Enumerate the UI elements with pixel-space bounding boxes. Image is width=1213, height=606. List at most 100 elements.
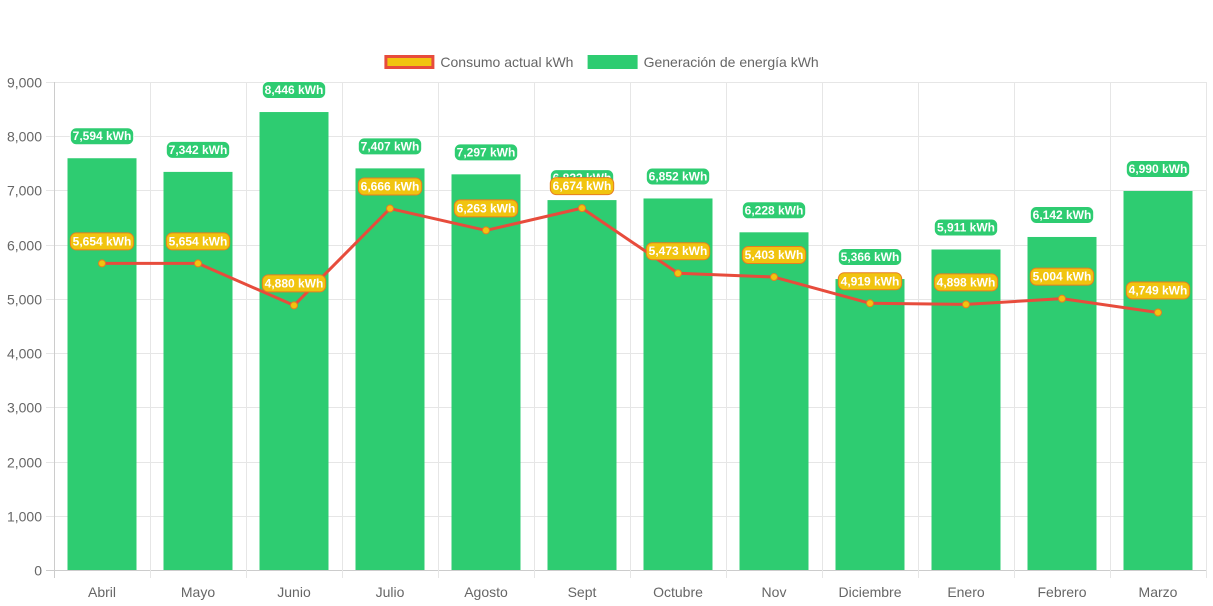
x-tick-label: Mayo xyxy=(181,584,215,600)
line-data-label-box xyxy=(1029,267,1095,286)
consumption-line xyxy=(102,206,1159,314)
line-data-label-box xyxy=(933,273,999,292)
legend[interactable]: Consumo actual kWh Generación de energía … xyxy=(384,54,819,70)
legend-label: Consumo actual kWh xyxy=(440,54,573,70)
data-labels: 7,594 kWh 7,342 kWh 8,446 kWh 7,407 kWh 7,29… xyxy=(69,81,1191,300)
bar-data-label: 6,142 kWh xyxy=(1033,208,1092,222)
line-data-label-box xyxy=(741,246,807,265)
y-tick-label: 2,000 xyxy=(7,455,42,471)
bar xyxy=(643,198,713,570)
bar-data-label-box xyxy=(837,248,903,267)
x-tick-label: Diciembre xyxy=(838,584,901,600)
bar-data-label-box xyxy=(645,167,711,186)
line-point xyxy=(482,226,490,235)
bar xyxy=(1027,236,1097,571)
bar-data-label-box xyxy=(261,81,327,100)
x-axis: Abril Mayo Junio Julio Agosto Sept Octubre Nov D… xyxy=(88,584,1178,600)
line-data-label-box xyxy=(165,232,231,251)
bar-data-label: 5,366 kWh xyxy=(841,250,900,264)
bar-data-label-box xyxy=(453,143,519,162)
x-tick-label: Enero xyxy=(947,584,985,600)
bar-data-label-box xyxy=(741,201,807,220)
line-data-label-box xyxy=(1125,281,1191,300)
x-tick-label: Julio xyxy=(376,584,405,600)
line-data-label: 4,919 kWh xyxy=(841,274,900,288)
line-data-label: 5,654 kWh xyxy=(169,234,228,248)
bar-data-label: 7,407 kWh xyxy=(361,139,420,153)
bar xyxy=(931,249,1001,571)
legend-label: Generación de energía kWh xyxy=(644,54,819,70)
line-data-label: 4,880 kWh xyxy=(265,276,324,290)
line-point xyxy=(962,300,970,309)
line-data-label: 6,674 kWh xyxy=(553,179,612,193)
line-point xyxy=(290,301,298,310)
grid-lines xyxy=(46,82,1207,578)
y-tick-label: 4,000 xyxy=(7,346,42,362)
bar xyxy=(1123,190,1193,570)
line-point xyxy=(1058,294,1066,303)
x-tick-label: Abril xyxy=(88,584,116,600)
bar-data-label: 6,852 kWh xyxy=(649,169,708,183)
x-tick-label: Agosto xyxy=(464,584,508,600)
line-data-label-box xyxy=(357,177,423,196)
y-tick-label: 8,000 xyxy=(7,129,42,145)
bar-data-label: 6,228 kWh xyxy=(745,203,804,217)
bar-data-label: 7,342 kWh xyxy=(169,143,228,157)
bar xyxy=(451,174,521,570)
bar xyxy=(355,168,425,570)
bar xyxy=(835,279,905,570)
y-tick-label: 7,000 xyxy=(7,183,42,199)
y-tick-label: 6,000 xyxy=(7,238,42,254)
x-tick-label: Octubre xyxy=(653,584,703,600)
bar xyxy=(259,112,329,570)
line-data-label: 4,749 kWh xyxy=(1129,283,1188,297)
line-data-label: 6,263 kWh xyxy=(457,201,516,215)
bar-data-label-box xyxy=(69,127,135,146)
legend-swatch xyxy=(587,55,638,69)
line-data-label-box xyxy=(549,177,615,196)
x-tick-label: Sept xyxy=(568,584,597,600)
line-point xyxy=(98,259,106,268)
bar xyxy=(547,200,617,570)
line-point xyxy=(194,259,202,268)
legend-swatch xyxy=(384,55,435,69)
bar-series xyxy=(67,112,1193,571)
bar xyxy=(739,232,809,570)
bar-data-label-box xyxy=(1125,159,1191,178)
y-axis: 0 1,000 2,000 3,000 4,000 5,000 6,000 7,000 8,00… xyxy=(7,75,42,579)
bar xyxy=(67,158,137,570)
bar-data-label: 7,297 kWh xyxy=(457,145,516,159)
bar-data-label-box xyxy=(1029,205,1095,224)
line-series xyxy=(98,204,1162,317)
line-data-label-box xyxy=(261,274,327,293)
line-data-label-box xyxy=(453,199,519,218)
x-tick-label: Nov xyxy=(762,584,787,600)
bar-data-label-box xyxy=(933,218,999,237)
y-tick-label: 9,000 xyxy=(7,75,42,91)
line-data-label: 5,654 kWh xyxy=(73,234,132,248)
line-data-label: 4,898 kWh xyxy=(937,275,996,289)
x-tick-label: Febrero xyxy=(1037,584,1086,600)
line-point xyxy=(866,299,874,308)
line-data-label-box xyxy=(645,242,711,261)
y-tick-label: 5,000 xyxy=(7,292,42,308)
line-point xyxy=(578,204,586,213)
bar-data-label-box xyxy=(165,140,231,159)
line-data-label: 5,403 kWh xyxy=(745,248,804,262)
line-data-label: 5,473 kWh xyxy=(649,244,708,258)
bar-data-label: 5,911 kWh xyxy=(937,220,995,234)
line-point xyxy=(386,204,394,213)
bar-data-label: 7,594 kWh xyxy=(73,129,132,143)
bar-data-label: 6,990 kWh xyxy=(1129,162,1188,176)
line-data-label-box xyxy=(69,232,135,251)
line-data-label-box xyxy=(837,272,903,291)
line-data-label: 5,004 kWh xyxy=(1033,270,1092,284)
x-tick-label: Marzo xyxy=(1139,584,1178,600)
line-point xyxy=(770,273,778,282)
x-tick-label: Junio xyxy=(277,584,311,600)
y-tick-label: 1,000 xyxy=(7,509,42,525)
bar-data-label-box xyxy=(357,137,423,156)
line-data-label: 6,666 kWh xyxy=(361,180,420,194)
